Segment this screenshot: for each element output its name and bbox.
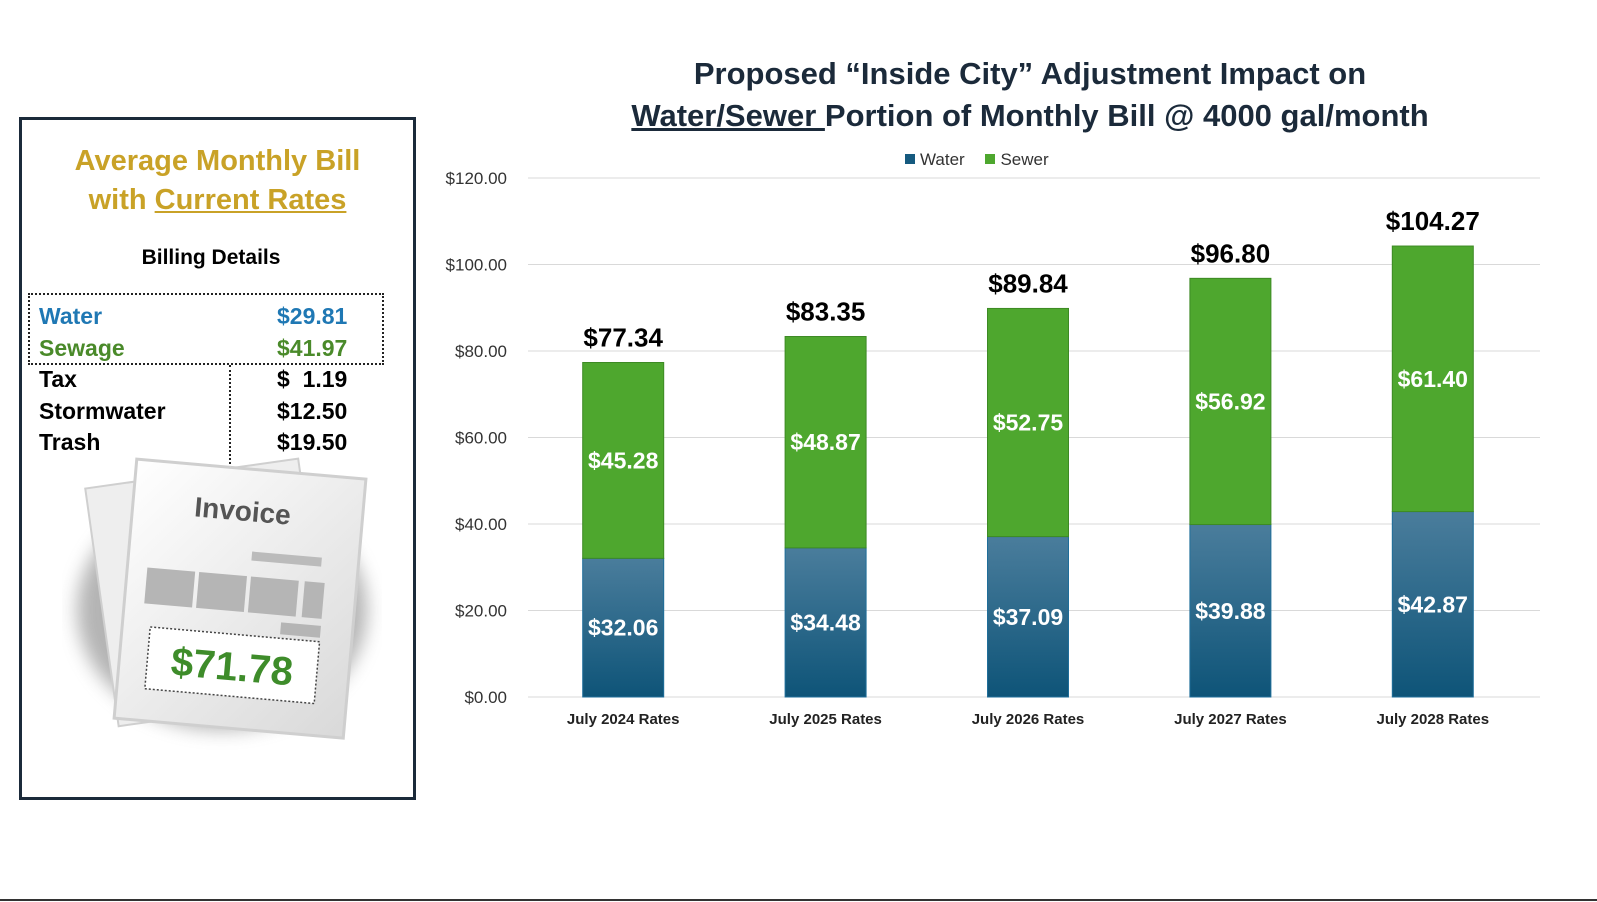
legend-item-water: Water <box>905 150 965 169</box>
bill-row-amount: $19.50 <box>277 429 348 455</box>
legend-swatch-sewer <box>985 154 996 164</box>
invoice-line <box>251 551 322 567</box>
bill-row-label: Sewage <box>39 335 125 361</box>
data-label-water: $37.09 <box>993 604 1063 630</box>
x-tick-label: July 2025 Rates <box>769 711 882 728</box>
legend-label-sewer: Sewer <box>1000 150 1049 169</box>
y-tick-label: $60.00 <box>455 429 507 448</box>
bar-sewer <box>1391 245 1474 513</box>
bar-sewer <box>582 362 665 559</box>
bar-water <box>1391 511 1474 698</box>
data-label-sewer: $61.40 <box>1398 366 1468 392</box>
invoice-total-box <box>143 626 321 705</box>
data-label-sewer: $56.92 <box>1195 388 1265 414</box>
bill-row-amount: $ 1.19 <box>277 366 348 392</box>
invoice-total: $71.78 <box>169 640 295 694</box>
y-tick-label: $0.00 <box>464 688 507 707</box>
y-tick-label: $100.00 <box>446 256 507 275</box>
invoice-cell <box>301 581 325 619</box>
legend-swatch-water <box>905 154 915 164</box>
bar-water <box>784 547 867 698</box>
billing-details-header: Billing Details <box>141 246 281 269</box>
invoice-line <box>280 622 321 638</box>
invoice-cell <box>196 571 248 613</box>
bill-row-label: Water <box>39 303 103 329</box>
bill-row-sewage: Sewage $41.97 <box>39 335 359 367</box>
data-label-water: $32.06 <box>588 615 658 641</box>
bottom-rule <box>0 899 1597 901</box>
data-label-water: $34.48 <box>790 609 861 635</box>
data-label-water: $42.87 <box>1398 591 1468 617</box>
invoice-cell <box>247 576 299 617</box>
chart-title-rest: Portion of Monthly Bill @ 4000 gal/month <box>824 98 1429 133</box>
bill-row-label: Trash <box>39 429 101 455</box>
bar-water <box>987 536 1069 698</box>
x-tick-label: July 2026 Rates <box>972 711 1085 728</box>
bill-row-tax: Tax $ 1.19 <box>39 366 359 398</box>
bill-row-label: Stormwater <box>39 398 166 424</box>
bar-sewer <box>784 336 867 549</box>
panel-title-underlined: Current Rates <box>154 184 347 216</box>
chart-title-line2: Water/Sewer Portion of Monthly Bill @ 40… <box>520 98 1540 134</box>
data-label-sewer: $52.75 <box>993 410 1064 436</box>
bill-row-amount: $41.97 <box>277 335 348 361</box>
total-label: $77.34 <box>583 323 663 353</box>
chart-title-underlined: Water/Sewer <box>631 98 825 133</box>
invoice-cell <box>144 567 196 608</box>
y-tick-label: $20.00 <box>455 602 507 621</box>
total-label: $89.84 <box>988 268 1068 298</box>
data-label-water: $39.88 <box>1195 598 1266 624</box>
x-tick-label: July 2027 Rates <box>1174 711 1287 728</box>
chart-title-line1: Proposed “Inside City” Adjustment Impact… <box>693 56 1367 91</box>
total-label: $104.27 <box>1386 206 1480 236</box>
total-label: $83.35 <box>786 297 866 327</box>
bar-sewer <box>1189 277 1272 526</box>
bill-row-water: Water $29.81 <box>39 303 359 335</box>
bar-sewer <box>987 307 1069 538</box>
panel-title: Average Monthly Bill with Current Rates <box>22 142 413 220</box>
legend-label-water: Water <box>920 150 965 169</box>
panel-title-prefix: with <box>88 184 155 216</box>
bill-row-label: Tax <box>39 366 77 392</box>
data-label-sewer: $48.87 <box>790 429 860 455</box>
bill-row-stormwater: Stormwater $12.50 <box>39 398 359 430</box>
y-tick-label: $80.00 <box>455 342 507 361</box>
x-tick-label: July 2024 Rates <box>567 711 680 728</box>
x-tick-label: July 2028 Rates <box>1377 711 1490 728</box>
invoice-illustration: Invoice $71.78 <box>77 457 368 740</box>
bar-water <box>1189 524 1272 698</box>
total-label: $96.80 <box>1191 238 1271 268</box>
bill-row-amount: $29.81 <box>277 303 348 329</box>
y-tick-label: $40.00 <box>455 515 507 534</box>
bill-row-amount: $12.50 <box>277 398 348 424</box>
water-sewage-highlight <box>28 293 384 365</box>
bill-row-trash: Trash $19.50 <box>39 429 359 461</box>
current-bill-panel: Average Monthly Bill with Current Rates … <box>19 117 416 800</box>
y-tick-label: $120.00 <box>446 169 507 188</box>
chart-legend: Water Sewer <box>905 150 1065 170</box>
legend-item-sewer: Sewer <box>985 150 1049 169</box>
data-label-sewer: $45.28 <box>588 447 659 473</box>
panel-title-line1: Average Monthly Bill <box>74 145 361 177</box>
bar-water <box>582 557 665 698</box>
